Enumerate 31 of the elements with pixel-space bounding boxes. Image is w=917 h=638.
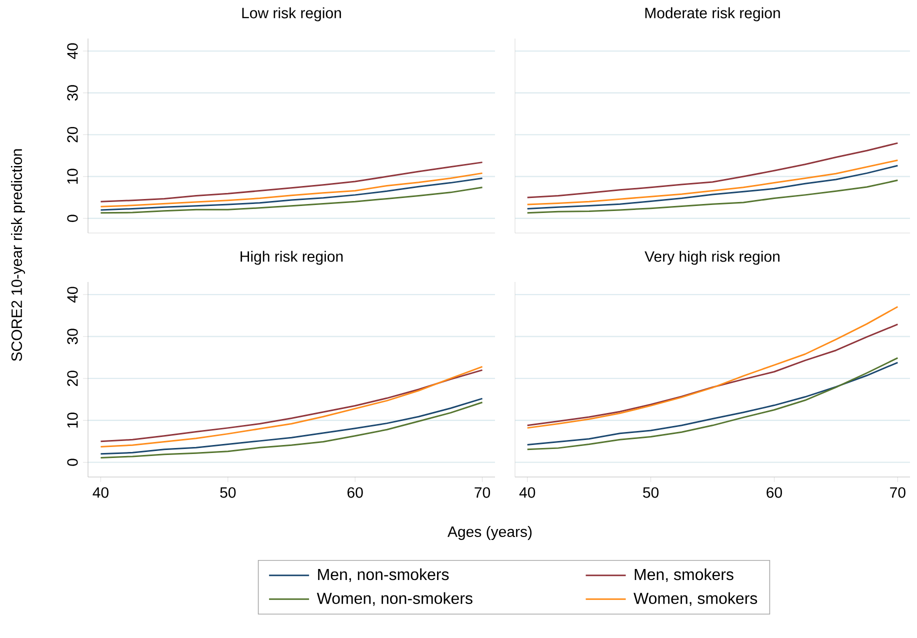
legend-label: Women, smokers [634, 592, 758, 606]
x-axis-title: Ages (years) [448, 526, 532, 540]
x-tick-label: 60 [766, 487, 782, 498]
y-axis-title: SCORE2 10-year risk prediction [11, 149, 25, 362]
legend-label: Men, smokers [634, 568, 734, 582]
line-series [100, 177, 484, 211]
y-tick-label: 30 [67, 328, 78, 344]
x-tick-label: 70 [890, 487, 906, 498]
line-series [100, 186, 484, 214]
y-tick-label: 30 [67, 85, 78, 101]
chart-title: Moderate risk region [645, 7, 780, 22]
legend-label: Women, non-smokers [316, 592, 472, 606]
chart-title: High risk region [240, 250, 343, 265]
y-tick-label: 10 [67, 412, 78, 428]
x-tick-label: 40 [519, 487, 536, 498]
x-tick-label: 50 [643, 487, 659, 498]
x-tick-label: 50 [220, 487, 236, 498]
line-series [100, 162, 484, 202]
y-tick-label: 10 [67, 168, 78, 184]
x-tick-label: 70 [474, 487, 490, 498]
x-tick-label: 60 [348, 487, 363, 498]
y-tick-label: 0 [67, 458, 78, 466]
chart-title: Very high risk region [644, 250, 780, 265]
y-tick-label: 20 [67, 370, 78, 386]
y-tick-label: 40 [67, 286, 78, 303]
y-tick-label: 0 [67, 214, 78, 222]
chart-title: Low risk region [242, 7, 341, 22]
y-tick-label: 20 [67, 126, 78, 142]
y-tick-label: 40 [67, 43, 78, 60]
x-tick-label: 40 [92, 487, 108, 498]
legend-label: Men, non-smokers [318, 568, 449, 582]
